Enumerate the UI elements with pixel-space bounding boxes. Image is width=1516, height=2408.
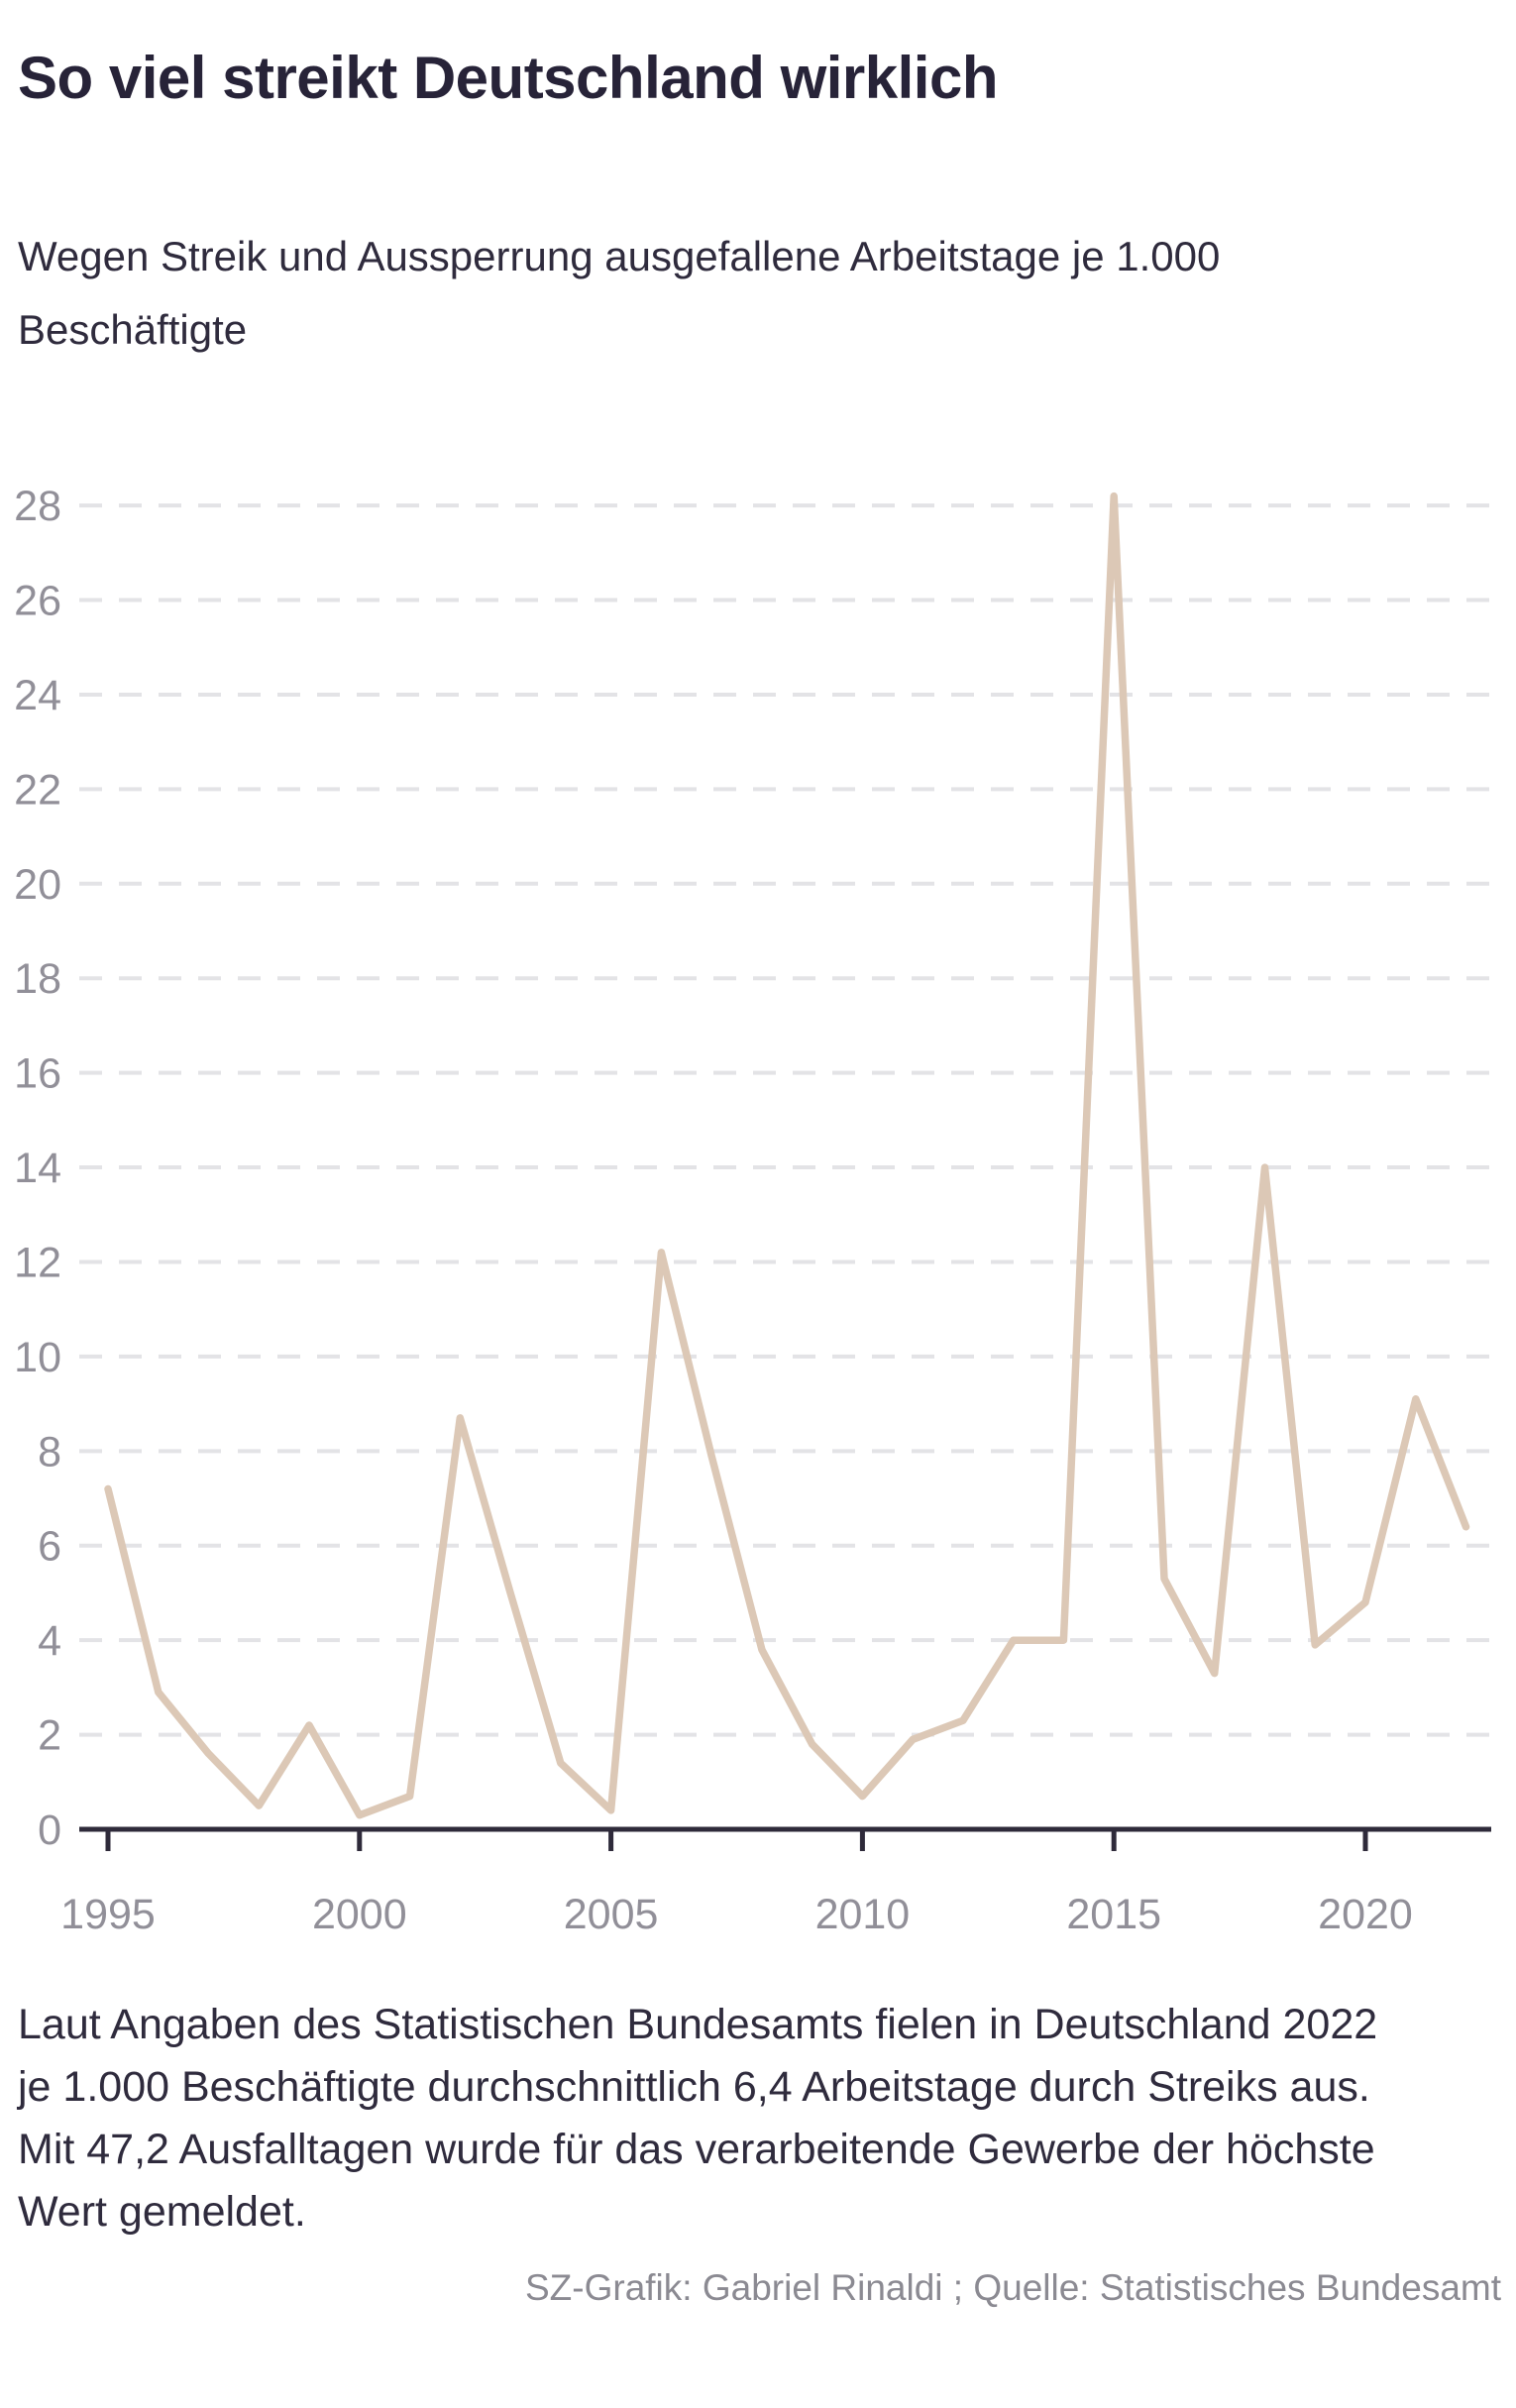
y-tick-label: 28 [14,483,61,530]
y-tick-label: 12 [14,1239,61,1286]
source-credit: SZ-Grafik: Gabriel Rinaldi ; Quelle: Sta… [525,2267,1501,2308]
y-tick-label: 20 [14,861,61,909]
y-tick-label: 14 [14,1145,61,1192]
x-tick-label: 2010 [815,1891,911,1938]
chart-subtitle: Wegen Streik und Aussperrung ausgefallen… [18,233,1221,353]
x-tick-label: 2015 [1066,1891,1161,1938]
y-tick-label: 2 [38,1712,61,1760]
x-tick-label: 2005 [564,1891,659,1938]
y-tick-label: 26 [14,578,61,625]
y-tick-label: 18 [14,955,61,1003]
y-tick-label: 8 [38,1428,61,1476]
y-tick-label: 16 [14,1050,61,1098]
data-line [104,492,1470,1819]
y-tick-label: 6 [38,1523,61,1571]
y-tick-label: 10 [14,1334,61,1381]
x-tick-label: 2000 [312,1891,407,1938]
y-tick-label: 24 [14,672,61,719]
x-tick-label: 1995 [60,1891,156,1938]
chart-description: Laut Angaben des Statistischen Bundesamt… [18,2001,1378,2236]
page-title: So viel streikt Deutschland wirklich [18,45,999,111]
y-tick-label: 4 [38,1617,61,1665]
y-tick-label: 22 [14,766,61,814]
y-tick-label: 0 [38,1806,61,1854]
x-tick-label: 2020 [1318,1891,1413,1938]
